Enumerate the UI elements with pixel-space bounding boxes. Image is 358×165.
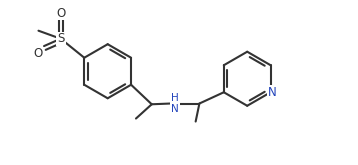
Text: S: S bbox=[57, 33, 65, 45]
Text: O: O bbox=[33, 47, 42, 60]
Text: H
N: H N bbox=[171, 93, 179, 114]
Text: O: O bbox=[56, 7, 66, 20]
Text: N: N bbox=[268, 86, 277, 99]
